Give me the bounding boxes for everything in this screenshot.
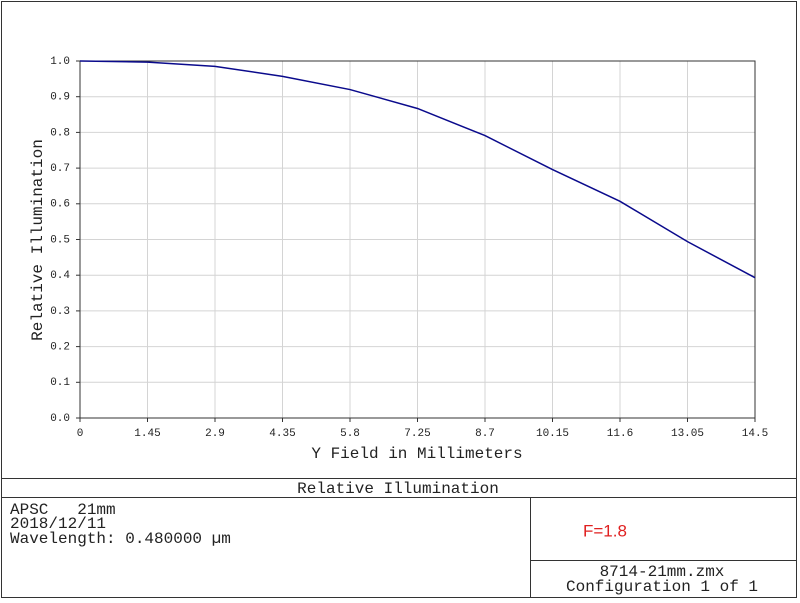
x-tick-label: 4.35 — [269, 428, 295, 440]
x-tick-label: 10.15 — [536, 428, 569, 440]
configuration: Configuration 1 of 1 — [566, 578, 758, 596]
plot-frame — [79, 60, 756, 419]
x-tick-label: 1.45 — [134, 428, 160, 440]
plot-area: 0.0 0.1 0.2 0.3 0.4 0.5 0.6 0.7 0.8 0.9 1.0 0 1.45 2.… — [50, 56, 768, 440]
y-tick-label: 0.5 — [50, 234, 70, 246]
x-tick-label: 13.05 — [671, 428, 704, 440]
x-tick-label: 11.6 — [607, 428, 633, 440]
y-tick-label: 0.4 — [50, 270, 70, 282]
x-tick-label: 0 — [77, 428, 84, 440]
y-tick-label: 0.9 — [50, 92, 70, 104]
x-tick-label: 8.7 — [475, 428, 495, 440]
x-tick-label: 5.8 — [340, 428, 360, 440]
info-line: APSC 21mm — [10, 501, 116, 519]
y-tick-label: 0.3 — [50, 306, 70, 318]
x-tick-label: 14.5 — [742, 428, 768, 440]
y-tick-label: 0.0 — [50, 413, 70, 425]
x-tick-label: 7.25 — [404, 428, 430, 440]
info-line: 2018/12/11 — [10, 515, 106, 533]
y-tick-label: 1.0 — [50, 56, 70, 68]
y-axis-label: Relative Illumination — [29, 139, 47, 341]
footer-title: Relative Illumination — [297, 480, 499, 498]
x-tick-label: 2.9 — [205, 428, 225, 440]
data-line — [79, 60, 756, 279]
info-line: Wavelength: 0.480000 µm — [10, 530, 231, 548]
file-name: 8714-21mm.zmx — [600, 563, 725, 581]
y-tick-label: 0.2 — [50, 342, 70, 354]
y-tick-label: 0.6 — [50, 199, 70, 211]
y-tick-label: 0.7 — [50, 163, 70, 175]
annotation: F=1.8 — [583, 521, 627, 540]
x-axis-label: Y Field in Millimeters — [311, 445, 522, 463]
y-tick-label: 0.8 — [50, 127, 70, 139]
y-tick-label: 0.1 — [50, 377, 70, 389]
